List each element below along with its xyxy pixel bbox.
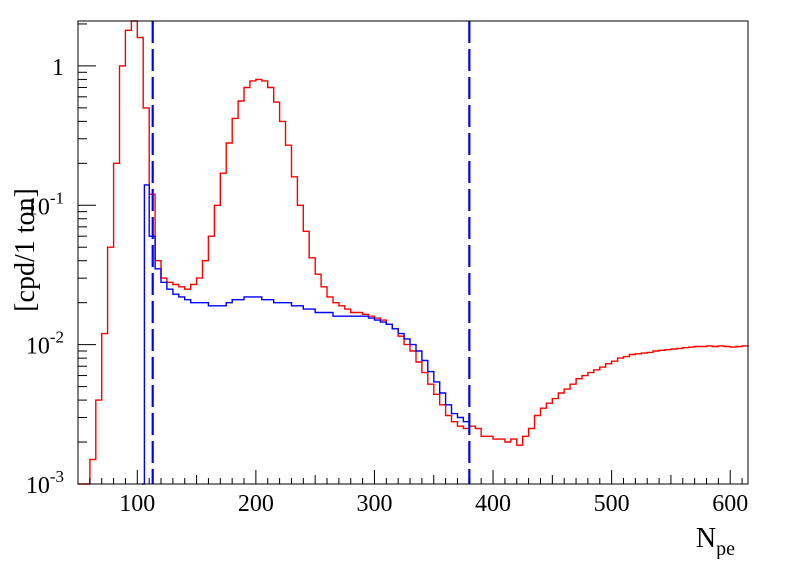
tick-labels: 100 200 300 400 500 600 10-3 10-2 10-1 1: [26, 55, 748, 517]
x-axis-label: Npe: [696, 523, 735, 559]
x-tick-label: 100: [119, 491, 155, 517]
y-tick-label: 1: [52, 55, 64, 81]
x-tick-label: 600: [712, 491, 748, 517]
x-tick-label: 400: [475, 491, 511, 517]
y-tick-label: 10-2: [26, 328, 64, 360]
x-tick-label: 200: [238, 491, 274, 517]
series-line-1: [142, 184, 470, 485]
x-axis-label-sub: pe: [716, 538, 735, 559]
x-axis-label-main: N: [696, 523, 716, 554]
series-layer: [78, 20, 749, 485]
x-tick-label: 300: [356, 491, 392, 517]
tick-marks: [77, 23, 743, 485]
series-line-0: [78, 20, 749, 485]
cut-lines: [151, 21, 471, 484]
y-tick-label: 10-1: [26, 188, 64, 220]
plot-frame: [77, 20, 749, 485]
x-tick-label: 500: [594, 491, 630, 517]
y-axis-label: [cpd/1 ton]: [10, 188, 41, 312]
y-tick-label: 10-3: [26, 467, 64, 499]
